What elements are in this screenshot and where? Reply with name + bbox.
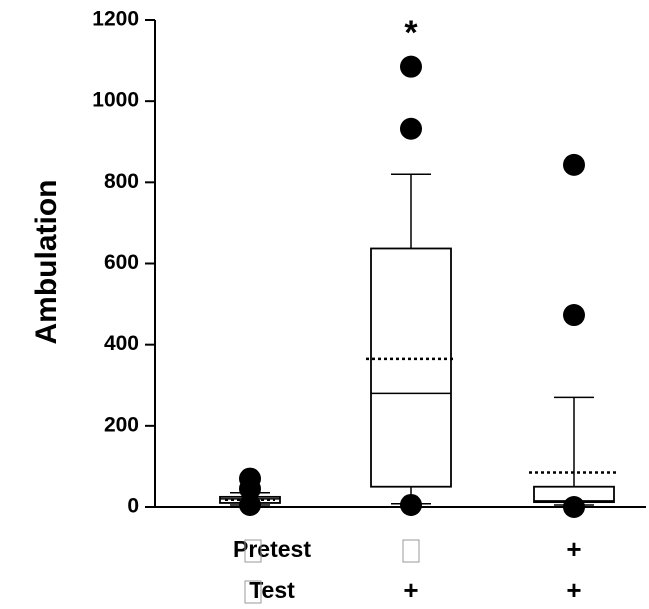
condition-row-labels: Pretest +Test + +	[233, 534, 582, 605]
significance-marker: *	[404, 14, 418, 52]
outlier-point	[563, 304, 585, 327]
y-tick-label: 1000	[92, 89, 139, 112]
box-plot-groups: *	[219, 14, 619, 518]
outlier-point	[239, 477, 261, 500]
y-tick-label: 1200	[92, 8, 139, 31]
outlier-point	[239, 493, 261, 516]
outlier-point	[400, 117, 422, 140]
box-group-3	[529, 153, 619, 518]
outlier-point	[400, 55, 422, 78]
box-group-2: *	[366, 14, 456, 516]
y-axis-title: Ambulation	[30, 180, 63, 345]
condition-present-symbol: +	[566, 534, 581, 564]
y-tick-label: 200	[104, 413, 139, 436]
y-tick-label: 0	[127, 495, 139, 518]
condition-present-symbol: +	[403, 575, 418, 605]
y-tick-label: 800	[104, 170, 139, 193]
box-group-1	[219, 467, 281, 516]
condition-present-symbol: +	[566, 575, 581, 605]
y-tick-label: 600	[104, 251, 139, 274]
y-tick-label: 400	[104, 332, 139, 355]
outlier-point	[563, 496, 585, 518]
y-axis: 0 200 400 600 800 1000 1200	[92, 8, 156, 518]
condition-absent-symbol	[244, 580, 262, 604]
box-iqr	[370, 247, 452, 488]
condition-absent-symbol	[244, 539, 262, 563]
outlier-point	[400, 493, 422, 516]
condition-absent-symbol	[402, 539, 420, 563]
outlier-point	[563, 153, 585, 176]
